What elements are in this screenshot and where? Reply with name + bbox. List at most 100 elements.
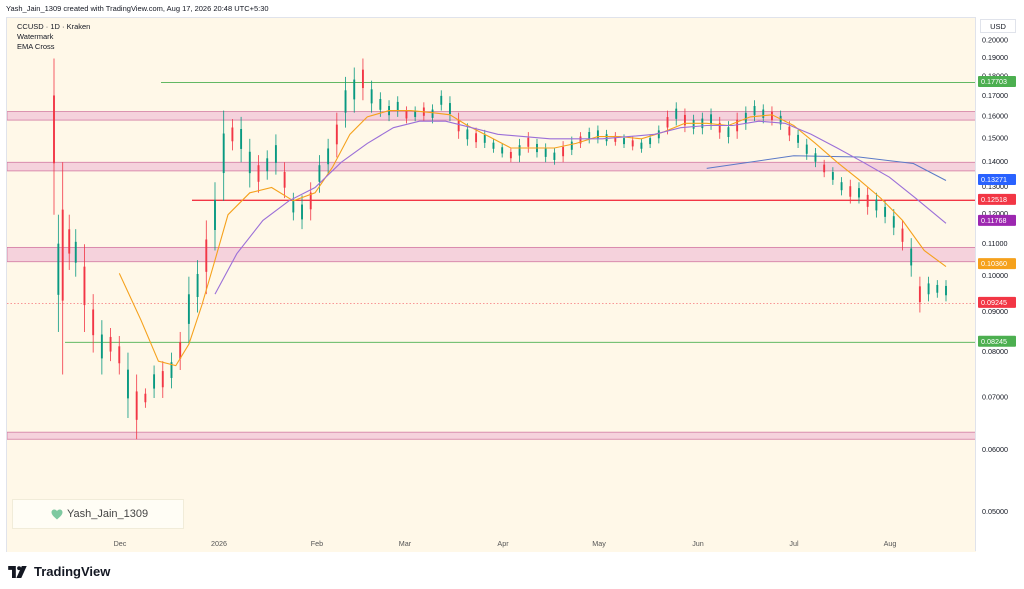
candle-body	[240, 128, 243, 149]
candle	[457, 112, 460, 139]
indicator-ema-cross[interactable]: EMA Cross	[17, 42, 55, 51]
candle-body	[866, 194, 869, 207]
candle	[196, 260, 199, 313]
price-tag-bg	[978, 173, 1016, 185]
candle	[327, 138, 330, 175]
y-tick-label: 0.17000	[982, 91, 1008, 100]
candle	[875, 192, 878, 218]
candle-body	[771, 111, 773, 121]
candle-body	[396, 101, 399, 111]
chart-area[interactable]: Dec 2026 Feb Mar Apr May Jun Jul Aug CCUSD · 1D …	[6, 17, 976, 552]
candle-body	[370, 89, 373, 104]
candle-body	[718, 122, 721, 133]
candle	[823, 159, 826, 178]
candle	[892, 209, 895, 236]
ema-slow-line	[214, 120, 947, 295]
candle-body	[570, 141, 573, 150]
candle	[361, 58, 364, 101]
candle-body	[53, 95, 55, 164]
price-tag: 0.10360	[978, 258, 1016, 270]
candle	[483, 129, 486, 149]
candle-body	[118, 346, 121, 364]
candle-body	[301, 204, 303, 220]
candle-body	[170, 362, 173, 378]
created-line: Yash_Jain_1309 created with TradingView.…	[6, 4, 269, 13]
x-tick-label: Aug	[884, 539, 897, 548]
candle-body	[431, 109, 434, 118]
y-tick-label: 0.10000	[982, 271, 1008, 280]
candle	[588, 127, 591, 144]
price-tag-label: 0.11768	[981, 216, 1006, 225]
candle	[292, 192, 295, 221]
price-chart[interactable]: Dec 2026 Feb Mar Apr May Jun Jul Aug	[7, 18, 976, 552]
candle-body	[379, 98, 382, 110]
candle-body	[623, 138, 625, 145]
candle	[918, 276, 921, 313]
candle-body	[901, 228, 904, 242]
candle	[910, 238, 913, 277]
candle-body	[910, 248, 913, 266]
price-tag: 0.08245	[978, 335, 1016, 347]
candle-body	[318, 165, 321, 182]
candle	[901, 220, 904, 251]
candle-body	[179, 342, 182, 359]
candle-body	[683, 114, 686, 126]
candle-body	[518, 145, 521, 156]
price-tag: 0.13271	[978, 173, 1016, 185]
candle-body	[222, 133, 225, 174]
candle-body	[936, 284, 939, 293]
candle	[205, 220, 208, 295]
candle-body	[605, 134, 608, 142]
indicator-watermark[interactable]: Watermark	[17, 32, 54, 41]
candle	[179, 331, 182, 371]
candle	[170, 352, 173, 389]
price-tag-bg	[978, 214, 1016, 226]
candle-body	[614, 135, 617, 142]
candle-body	[875, 199, 878, 211]
candle	[127, 352, 129, 418]
candle	[858, 182, 860, 204]
candle	[596, 125, 599, 144]
candle	[414, 106, 417, 122]
candle	[553, 148, 556, 165]
candle-body	[335, 124, 338, 145]
ema-fast-line	[118, 110, 947, 367]
y-tick-label: 0.14000	[982, 157, 1008, 166]
candle-body	[579, 136, 582, 144]
zone-0	[7, 111, 976, 121]
price-axis[interactable]: 0.05000 0.06000 0.07000 0.08000 0.09000 0.100…	[975, 17, 1019, 551]
candle	[135, 374, 138, 440]
tradingview-logo[interactable]: TradingView	[8, 564, 110, 579]
candle	[631, 136, 634, 151]
candle	[405, 106, 408, 124]
candle	[501, 143, 504, 158]
x-tick-label: May	[592, 539, 606, 548]
candle-body	[762, 109, 765, 118]
y-tick-label: 0.11000	[982, 239, 1007, 248]
candle	[945, 280, 947, 302]
candle	[866, 187, 869, 215]
x-tick-label: Dec	[114, 539, 127, 548]
candle-body	[231, 127, 234, 142]
candle-body	[61, 209, 64, 301]
candle	[335, 112, 338, 158]
zone-1	[7, 161, 976, 172]
candle-body	[205, 239, 208, 272]
candle	[562, 141, 565, 163]
candle-body	[449, 103, 451, 115]
currency-button[interactable]: USD	[980, 19, 1016, 33]
symbol-line[interactable]: CCUSD · 1D · Kraken	[17, 22, 91, 31]
zone-3	[7, 431, 976, 440]
candle-body	[509, 151, 512, 159]
candle-body	[248, 151, 251, 174]
candle	[797, 129, 800, 149]
candle-body	[736, 119, 739, 132]
candle-body	[327, 148, 330, 165]
candle	[100, 320, 103, 375]
candle-body	[492, 142, 495, 149]
y-tick-label: 0.05000	[982, 507, 1008, 516]
candle-body	[466, 129, 469, 140]
price-tag: 0.17703	[978, 75, 1016, 87]
candle	[257, 155, 260, 193]
candle-body	[544, 148, 547, 157]
